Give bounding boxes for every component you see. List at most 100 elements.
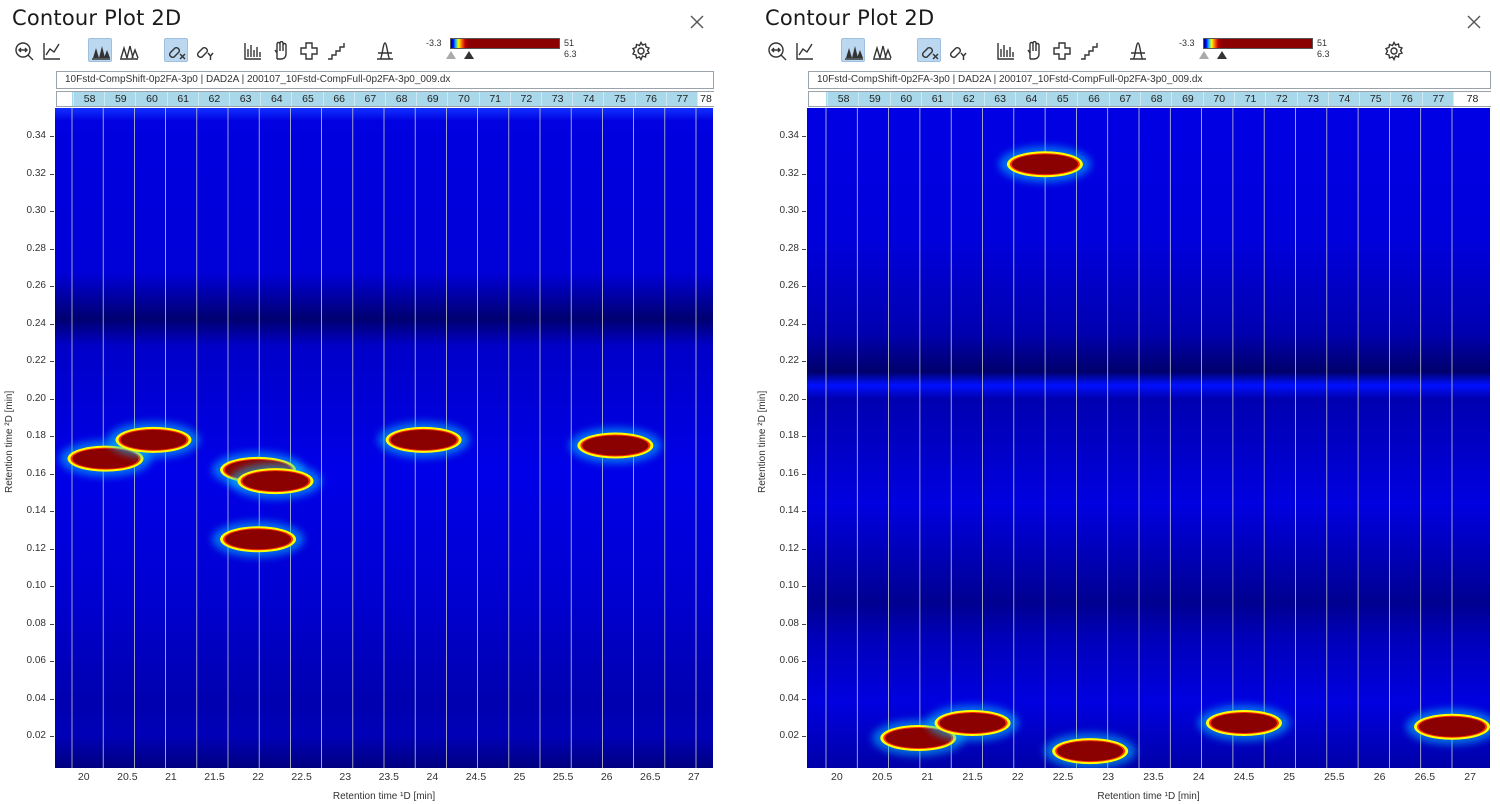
modulation-label[interactable]: 72 — [509, 92, 542, 106]
peak-shape-button[interactable] — [372, 38, 396, 62]
crosshair-button[interactable] — [1049, 38, 1073, 62]
link-x-button[interactable] — [164, 38, 188, 62]
modulation-label[interactable]: 76 — [1390, 92, 1422, 106]
modulation-label[interactable]: 68 — [385, 92, 417, 106]
color-scale-bar[interactable] — [450, 38, 560, 49]
step-button[interactable] — [1077, 38, 1101, 62]
peaks-outline-button[interactable] — [116, 38, 140, 62]
histogram-button[interactable] — [240, 38, 264, 62]
modulation-label[interactable]: 70 — [1202, 92, 1235, 106]
y-tick-mark — [50, 661, 54, 663]
close-icon — [690, 15, 704, 29]
contour-panel-right: Contour Plot 2D -3.3 51 6.3 10Fstd-CompShift… — [753, 0, 1500, 804]
chart-line-button[interactable] — [39, 38, 63, 62]
modulation-label[interactable]: 75 — [603, 92, 635, 106]
step-icon — [328, 43, 345, 60]
step-button[interactable] — [324, 38, 348, 62]
link-y-button[interactable] — [945, 38, 969, 62]
modulation-label[interactable]: 59 — [104, 92, 136, 106]
hand-pan-button[interactable] — [268, 38, 292, 62]
peak-shape-button[interactable] — [1125, 38, 1149, 62]
link-x-button[interactable] — [917, 38, 941, 62]
x-tick-label: 26 — [600, 771, 613, 783]
close-button[interactable] — [687, 12, 707, 32]
modulation-label[interactable]: 61 — [920, 92, 953, 106]
modulation-label[interactable]: 78 — [1453, 92, 1491, 106]
contour-plot-area[interactable] — [55, 108, 713, 768]
modulation-label[interactable]: 72 — [1265, 92, 1297, 106]
link-y-button[interactable] — [192, 38, 216, 62]
peaks-outline-icon — [120, 45, 139, 60]
min-marker-handle[interactable] — [1199, 51, 1209, 59]
modulation-label[interactable]: 63 — [229, 92, 261, 106]
zoom-reset-button[interactable] — [12, 38, 36, 62]
modulation-label[interactable]: 66 — [322, 92, 355, 106]
modulation-label[interactable]: 67 — [1108, 92, 1141, 106]
modulation-label[interactable]: 61 — [166, 92, 199, 106]
max-marker-handle[interactable] — [464, 51, 474, 59]
contour-panel-left: Contour Plot 2D -3.3 51 6.3 10Fstd-CompShift… — [4, 6, 714, 802]
contour-plot-area[interactable] — [807, 108, 1490, 768]
settings-gear-button[interactable] — [628, 38, 652, 62]
modulation-label[interactable]: 73 — [1296, 92, 1329, 106]
color-scale[interactable]: -3.3 51 6.3 — [1179, 38, 1339, 62]
step-icon — [1081, 43, 1098, 60]
max-marker-handle[interactable] — [1217, 51, 1227, 59]
panel-title: Contour Plot 2D — [12, 6, 182, 30]
y-tick-mark — [50, 398, 54, 400]
crosshair-button[interactable] — [296, 38, 320, 62]
y-tick-mark — [50, 511, 54, 513]
modulation-label[interactable]: 74 — [572, 92, 604, 106]
peaks-filled-button[interactable] — [841, 38, 865, 62]
modulation-label[interactable]: 71 — [1233, 92, 1266, 106]
peaks-filled-button[interactable] — [88, 38, 112, 62]
min-marker-handle[interactable] — [446, 51, 456, 59]
modulation-label[interactable]: 64 — [1014, 92, 1047, 106]
modulation-label[interactable]: 62 — [952, 92, 984, 106]
modulation-label[interactable]: 60 — [889, 92, 922, 106]
zoom-reset-button[interactable] — [765, 38, 789, 62]
histogram-button[interactable] — [993, 38, 1017, 62]
modulation-label[interactable]: 58 — [73, 92, 105, 106]
modulation-label[interactable]: 69 — [1171, 92, 1203, 106]
modulation-label[interactable]: 66 — [1077, 92, 1109, 106]
modulation-label[interactable]: 75 — [1359, 92, 1391, 106]
peak-blob — [212, 521, 305, 558]
modulation-label[interactable]: 58 — [827, 92, 859, 106]
modulation-label[interactable]: 69 — [416, 92, 448, 106]
chart-line-icon — [43, 43, 60, 60]
color-scale[interactable]: -3.3 51 6.3 — [426, 38, 586, 62]
modulation-label[interactable]: 77 — [665, 92, 698, 106]
y-tick-mark — [50, 698, 54, 700]
modulation-label[interactable]: 63 — [983, 92, 1016, 106]
x-tick-label: 20.5 — [871, 771, 893, 783]
modulation-label[interactable]: 67 — [353, 92, 386, 106]
modulation-label[interactable]: 64 — [260, 92, 292, 106]
modulation-label[interactable]: 73 — [541, 92, 573, 106]
color-scale-bar[interactable] — [1203, 38, 1313, 49]
modulation-label[interactable]: 74 — [1327, 92, 1360, 106]
chart-line-button[interactable] — [792, 38, 816, 62]
histogram-icon — [244, 43, 261, 60]
y-tick-label: 0.32 — [26, 167, 46, 179]
y-tick-mark — [50, 248, 54, 250]
settings-gear-button[interactable] — [1381, 38, 1405, 62]
modulation-label[interactable]: 62 — [197, 92, 230, 106]
modulation-label[interactable]: 78 — [697, 92, 714, 106]
modulation-label[interactable]: 65 — [291, 92, 323, 106]
contour-heatmap — [55, 108, 713, 768]
modulation-label[interactable]: 68 — [1140, 92, 1172, 106]
close-button[interactable] — [1464, 12, 1484, 32]
modulation-label[interactable]: 59 — [858, 92, 890, 106]
y-tick-mark — [50, 361, 54, 363]
y-tick-mark — [50, 211, 54, 213]
modulation-label[interactable]: 77 — [1421, 92, 1454, 106]
modulation-label[interactable]: 71 — [478, 92, 511, 106]
peaks-outline-button[interactable] — [869, 38, 893, 62]
modulation-label[interactable]: 70 — [447, 92, 479, 106]
modulation-label[interactable]: 76 — [634, 92, 667, 106]
crosshair-icon — [1053, 42, 1071, 60]
hand-pan-button[interactable] — [1021, 38, 1045, 62]
modulation-label[interactable]: 65 — [1046, 92, 1078, 106]
modulation-label[interactable]: 60 — [135, 92, 167, 106]
